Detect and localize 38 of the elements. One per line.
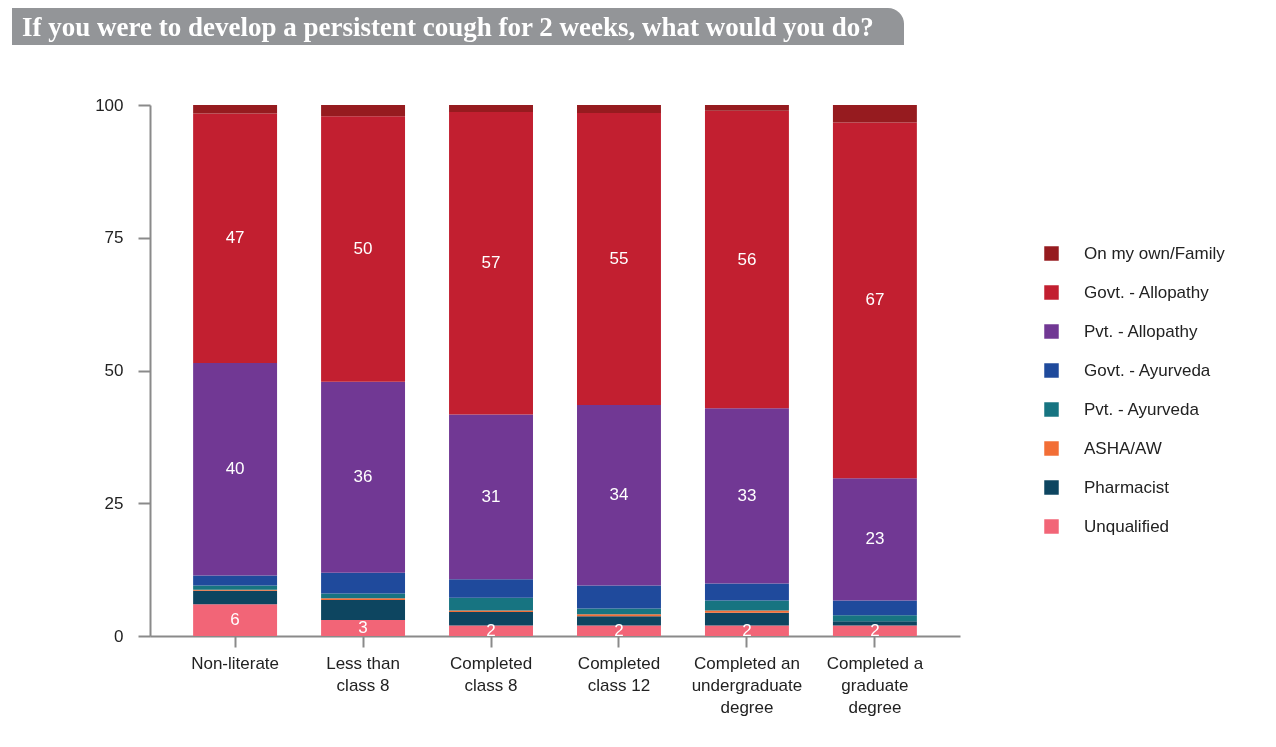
- chart-title: If you were to develop a persistent cough for 2 weeks, what would you do?: [12, 8, 904, 45]
- legend-label: ASHA/AW: [1084, 438, 1162, 458]
- data-label: 2: [742, 620, 752, 640]
- data-label: 2: [486, 620, 496, 640]
- data-label: 47: [225, 228, 245, 248]
- data-label: 2: [870, 620, 880, 640]
- legend-label: Pharmacist: [1084, 477, 1170, 497]
- x-tick-label: Completed class 12: [577, 653, 661, 695]
- data-label: 67: [865, 290, 885, 310]
- data-label: 40: [225, 459, 245, 479]
- data-label: 34: [609, 485, 629, 505]
- data-label: 31: [481, 486, 501, 506]
- data-label: 23: [865, 529, 885, 549]
- data-label: 55: [609, 248, 629, 268]
- legend-label: Govt. - Ayurveda: [1084, 360, 1211, 380]
- data-label: 50: [353, 238, 373, 258]
- x-tick-label: Non-literate: [191, 653, 280, 673]
- data-label: 36: [353, 467, 373, 487]
- y-tick-label: 75: [104, 228, 124, 248]
- legend-label: Unqualified: [1084, 516, 1170, 536]
- data-label: 3: [358, 618, 368, 638]
- legend-label: On my own/Family: [1084, 243, 1226, 263]
- x-tick-label: Completed class 8: [449, 653, 533, 695]
- data-label: 6: [230, 610, 240, 630]
- data-label: 2: [614, 620, 624, 640]
- legend-label: Pvt. - Allopathy: [1084, 321, 1198, 341]
- x-tick-label: Completed a graduate degree: [826, 653, 924, 717]
- y-tick-label: 25: [104, 493, 124, 513]
- data-label: 56: [737, 249, 757, 269]
- y-tick-label: 0: [114, 626, 124, 646]
- legend-label: Pvt. - Ayurveda: [1084, 399, 1200, 419]
- x-tick-label: Less than class 8: [326, 653, 400, 695]
- y-tick-label: 50: [104, 361, 124, 380]
- legend-label: Govt. - Allopathy: [1084, 282, 1210, 302]
- data-label: 57: [481, 253, 501, 273]
- data-label: 33: [737, 485, 757, 505]
- x-tick-label: Completed an undergraduate degree: [691, 653, 803, 717]
- y-tick-label: 100: [95, 95, 124, 115]
